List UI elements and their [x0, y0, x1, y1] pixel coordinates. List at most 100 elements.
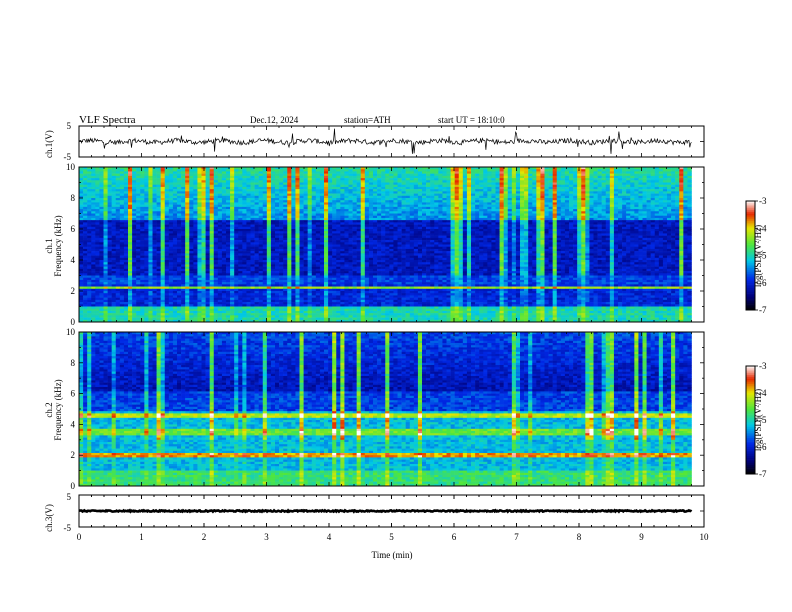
spectrogram-cell [418, 200, 422, 203]
spectrogram-cell [610, 194, 614, 197]
spectrogram-cell [124, 200, 128, 203]
spectrogram-cell [267, 183, 271, 186]
spectrogram-cell [467, 189, 471, 192]
spectrogram-cell [202, 171, 206, 174]
spectrogram-cell [99, 183, 103, 186]
spectrogram-cell [251, 202, 255, 205]
spectrogram-cell [377, 200, 381, 203]
spectrogram-cell [540, 198, 544, 201]
spectrogram-cell [361, 185, 365, 188]
spectrogram-cell [349, 200, 353, 203]
spectrogram-cell [426, 207, 430, 210]
spectrogram-cell [610, 189, 614, 192]
spectrogram-cell [630, 174, 634, 177]
spectrogram-cell [602, 171, 606, 174]
spectrogram-cell [153, 189, 157, 192]
spectrogram-cell [104, 171, 108, 174]
spectrogram-cell [189, 211, 193, 214]
spectrogram-cell [226, 214, 230, 217]
spectrogram-cell [402, 169, 406, 172]
spectrogram-cell [365, 174, 369, 177]
spectrogram-cell [655, 198, 659, 201]
spectrogram-cell [87, 169, 91, 172]
spectrogram-cell [430, 202, 434, 205]
spectrogram-cell [573, 183, 577, 186]
spectrogram-cell [434, 200, 438, 203]
spectrogram-cell [320, 176, 324, 179]
spectrogram-cell [545, 187, 549, 190]
start-time-label: start UT = 18:10:0 [438, 115, 505, 125]
spectrogram-cell [161, 202, 165, 205]
spectrogram-cell [385, 171, 389, 174]
spectrogram-cell [271, 178, 275, 181]
spectrogram-cell [467, 183, 471, 186]
spectrogram-cell [144, 214, 148, 217]
spectrogram-cell [647, 180, 651, 183]
spectrogram-cell [589, 185, 593, 188]
spectrogram-cell [442, 198, 446, 201]
spectrogram-cell [532, 211, 536, 214]
spectrogram-cell [124, 207, 128, 210]
spectrogram-cell [295, 169, 299, 172]
spectrogram-cell [320, 207, 324, 210]
spectrogram-cell [643, 185, 647, 188]
spectrogram-cell [185, 214, 189, 217]
spectrogram-cell [585, 214, 589, 217]
spectrogram-cell [451, 189, 455, 192]
spectrogram-cell [565, 198, 569, 201]
spectrogram-cell [459, 176, 463, 179]
spectrogram-cell [426, 198, 430, 201]
spectrogram-cell [512, 205, 516, 208]
spectrogram-cell [565, 205, 569, 208]
spectrogram-cell [369, 183, 373, 186]
spectrogram-cell [222, 194, 226, 197]
spectrogram-cell [279, 200, 283, 203]
spectrogram-cell [373, 183, 377, 186]
spectrogram-cell [328, 183, 332, 186]
spectrogram-cell [655, 187, 659, 190]
spectrogram-cell [271, 196, 275, 199]
spectrogram-cell [589, 178, 593, 181]
spectrogram-cell [283, 183, 287, 186]
spectrogram-cell [214, 183, 218, 186]
spectrogram-cell [589, 183, 593, 186]
spectrogram-cell [402, 205, 406, 208]
spectrogram-cell [655, 176, 659, 179]
spectrogram-cell [353, 202, 357, 205]
spectrogram-cell [573, 202, 577, 205]
spectrogram-cell [679, 185, 683, 188]
spectrogram-cell [606, 180, 610, 183]
spectrogram-cell [442, 185, 446, 188]
spectrogram-cell [369, 211, 373, 214]
spectrogram-cell [140, 205, 144, 208]
spectrogram-cell [410, 198, 414, 201]
spectrogram-cell [512, 191, 516, 194]
spectrogram-cell [349, 211, 353, 214]
spectrogram-cell [332, 191, 336, 194]
spectrogram-cell [565, 180, 569, 183]
spectrogram-cell [136, 207, 140, 210]
spectrogram-cell [528, 187, 532, 190]
spectrogram-cell [594, 205, 598, 208]
spectrogram-cell [393, 178, 397, 181]
spectrogram-cell [491, 178, 495, 181]
spectrogram-cell [344, 191, 348, 194]
spectrogram-cell [442, 214, 446, 217]
spectrogram-cell [332, 207, 336, 210]
spectrogram-cell [87, 174, 91, 177]
spectrogram-cell [336, 189, 340, 192]
spectrogram-cell [287, 174, 291, 177]
spectrogram-cell [185, 205, 189, 208]
spectrogram-cell [402, 200, 406, 203]
spectrogram-cell [569, 205, 573, 208]
spectrogram-cell [202, 198, 206, 201]
spectrogram-cell [594, 178, 598, 181]
spectrogram-cell [287, 205, 291, 208]
spectrogram-cell [434, 169, 438, 172]
spectrogram-cell [569, 169, 573, 172]
spectrogram-cell [161, 214, 165, 217]
spectrogram-cell [132, 185, 136, 188]
spectrogram-cell [667, 214, 671, 217]
spectrogram-cell [594, 171, 598, 174]
spectrogram-cell [545, 211, 549, 214]
